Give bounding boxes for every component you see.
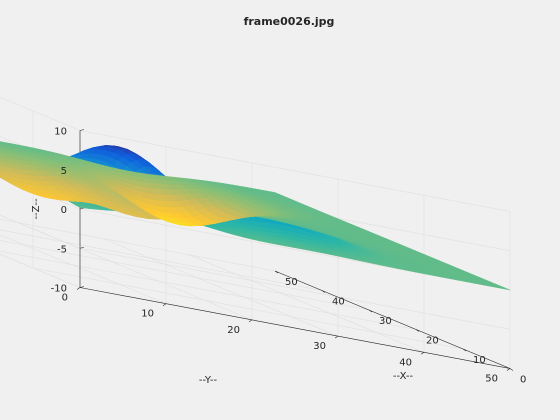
grid-line — [0, 234, 167, 304]
grid-line — [79, 247, 511, 330]
surface-cell — [0, 174, 5, 180]
y-tick-label: 40 — [399, 357, 412, 368]
x-axis-label: --X-- — [393, 371, 414, 382]
x-tick-mark — [462, 348, 467, 352]
z-tick-label: 0 — [61, 205, 67, 216]
x-tick-mark — [509, 368, 514, 371]
y-tick-mark — [162, 303, 167, 306]
y-axis-line — [79, 287, 511, 369]
y-tick-label: 50 — [485, 374, 498, 385]
surface-cell — [0, 141, 5, 145]
z-tick-mark — [79, 286, 85, 288]
x-tick-mark — [415, 329, 420, 332]
axes-box — [76, 129, 514, 371]
y-tick-label: 0 — [62, 293, 68, 304]
x-tick-label: 0 — [520, 375, 526, 386]
x-tick-label: 50 — [285, 277, 298, 288]
x-axis-line — [274, 270, 511, 369]
y-tick-mark — [334, 335, 339, 339]
z-axis-label: --Z-- — [31, 198, 42, 220]
y-tick-label: 20 — [227, 325, 240, 336]
surface-cell — [0, 144, 1, 146]
grid-line — [102, 238, 339, 337]
grid-line — [0, 96, 81, 131]
grid-line — [0, 240, 370, 311]
grid-line — [79, 130, 511, 212]
z-tick-label: -10 — [51, 284, 67, 295]
surface-cell — [0, 148, 2, 151]
y-tick-mark — [76, 287, 81, 290]
x-tick-mark — [274, 270, 279, 274]
x-tick-label: 30 — [379, 316, 392, 327]
surface-cell — [0, 161, 4, 167]
y-axis-label: --Y-- — [199, 375, 218, 386]
surface-cell — [0, 169, 4, 175]
grid-line — [32, 267, 464, 350]
grid-line — [0, 214, 81, 249]
y-tick-label: 30 — [313, 341, 326, 352]
grid-line — [0, 229, 323, 291]
surface-cell — [0, 154, 3, 158]
grid-line — [0, 253, 81, 288]
x-tick-mark — [321, 290, 326, 293]
y-tick-mark — [506, 368, 511, 371]
grid-line — [0, 250, 417, 330]
surface-cell — [0, 176, 1, 178]
grid-line — [0, 218, 276, 272]
tick-labels: -10 -5 0 5 10 0 10 20 30 40 50 0 10 20 30 40 50 — [51, 127, 527, 386]
z-tick-label: 5 — [61, 166, 67, 177]
x-tick-label: 20 — [426, 336, 439, 347]
chart-title: frame0026.jpg — [244, 15, 335, 28]
y-tick-label: 10 — [141, 309, 154, 320]
z-tick-mark — [79, 246, 85, 249]
z-tick-label: -5 — [57, 244, 67, 255]
surface-mesh — [0, 141, 511, 291]
grid-line — [188, 254, 425, 353]
z-tick-mark — [79, 129, 85, 131]
x-tick-mark — [368, 309, 373, 313]
y-tick-mark — [248, 319, 253, 323]
y-tick-mark — [420, 352, 425, 355]
z-tick-label: 10 — [54, 127, 67, 138]
x-tick-label: 10 — [473, 355, 486, 366]
x-tick-label: 40 — [332, 297, 345, 308]
